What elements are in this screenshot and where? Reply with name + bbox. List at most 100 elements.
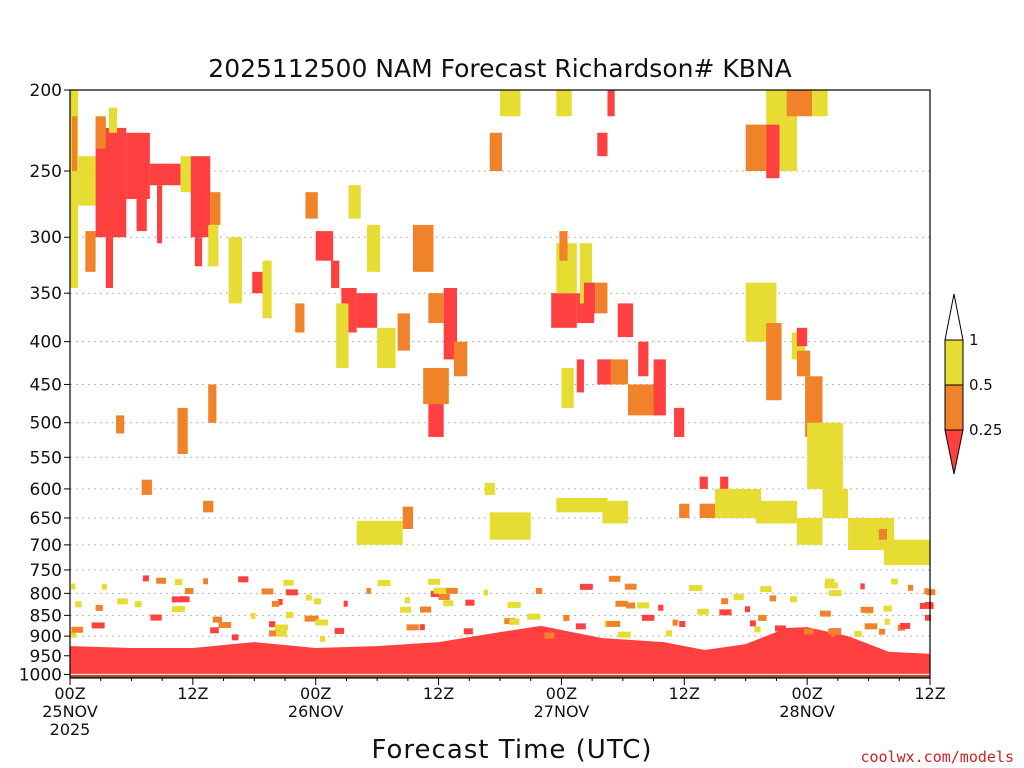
ri-cell bbox=[315, 231, 334, 261]
ri-cell bbox=[428, 404, 444, 437]
speck-cell bbox=[854, 630, 862, 637]
colorbar-bottom-arrow bbox=[944, 429, 964, 475]
ri-cell bbox=[366, 224, 381, 272]
speck-cell bbox=[305, 594, 312, 601]
speck-cell bbox=[184, 588, 194, 595]
ri-cell bbox=[638, 341, 649, 377]
ri-cell bbox=[180, 156, 191, 193]
speck-cell bbox=[275, 630, 287, 637]
speck-cell bbox=[443, 600, 454, 607]
ri-cell bbox=[377, 327, 396, 368]
speck-cell bbox=[438, 593, 450, 600]
speck-cell bbox=[95, 604, 103, 611]
speck-cell bbox=[721, 598, 729, 605]
y-tick-label: 750 bbox=[30, 561, 62, 581]
speck-cell bbox=[924, 588, 929, 595]
speck-cell bbox=[824, 578, 835, 585]
colorbar-label: 0.25 bbox=[969, 421, 1002, 439]
speck-cell bbox=[319, 635, 325, 642]
speck-cell bbox=[465, 599, 475, 606]
ri-cell bbox=[576, 359, 584, 393]
speck-cell bbox=[238, 576, 249, 583]
ri-cell bbox=[607, 90, 615, 117]
ri-cell bbox=[116, 415, 125, 434]
ri-cell bbox=[807, 422, 843, 489]
ri-cell bbox=[105, 237, 113, 288]
ri-cell bbox=[85, 231, 96, 272]
speck-cell bbox=[744, 606, 751, 613]
speck-cell bbox=[860, 606, 874, 613]
speck-cell bbox=[285, 612, 294, 619]
speck-cell bbox=[760, 586, 772, 593]
lower-layer-band bbox=[70, 625, 930, 675]
ri-cell bbox=[556, 497, 608, 513]
speck-cell bbox=[406, 624, 419, 631]
ri-cell bbox=[331, 260, 340, 288]
ri-cell bbox=[883, 539, 930, 566]
ri-cell bbox=[720, 476, 729, 489]
speck-cell bbox=[864, 623, 878, 630]
y-tick-label: 1000 bbox=[19, 665, 62, 685]
x-tick-label: 26NOV bbox=[288, 702, 344, 721]
speck-cell bbox=[774, 625, 786, 632]
y-tick-label: 650 bbox=[30, 509, 62, 529]
ri-cell bbox=[653, 359, 666, 416]
speck-cell bbox=[156, 577, 167, 584]
ri-cell bbox=[715, 488, 762, 518]
ri-cell bbox=[583, 282, 596, 314]
ri-cell bbox=[561, 367, 574, 408]
speck-cell bbox=[828, 628, 841, 635]
ri-cell bbox=[551, 293, 577, 328]
speck-cell bbox=[658, 604, 664, 611]
y-tick-label: 400 bbox=[30, 333, 62, 353]
x-tick-label: 00Z bbox=[546, 684, 577, 703]
ri-cell bbox=[610, 359, 628, 385]
speck-cell bbox=[733, 594, 744, 601]
ri-cell bbox=[674, 407, 685, 437]
credit-text[interactable]: coolwx.com/models bbox=[860, 748, 1014, 766]
speck-cell bbox=[924, 614, 931, 621]
ri-cell bbox=[210, 192, 221, 225]
ri-cell bbox=[796, 327, 808, 347]
speck-cell bbox=[274, 624, 288, 631]
speck-cell bbox=[527, 613, 541, 620]
speck-cell bbox=[400, 606, 412, 613]
ri-cell bbox=[453, 341, 468, 377]
speck-cell bbox=[803, 628, 814, 635]
x-tick-label: 00Z bbox=[54, 684, 85, 703]
x-tick-label: 00Z bbox=[791, 684, 822, 703]
ri-cell bbox=[402, 506, 413, 529]
ri-cell bbox=[423, 367, 449, 405]
x-tick-label: 25NOV bbox=[42, 702, 98, 721]
speck-cell bbox=[136, 600, 142, 607]
speck-cell bbox=[313, 598, 322, 605]
speck-cell bbox=[268, 621, 276, 628]
colorbar-label: 0.5 bbox=[969, 376, 993, 394]
speck-cell bbox=[446, 587, 458, 594]
ri-cell bbox=[617, 303, 634, 338]
speck-cell bbox=[117, 598, 128, 605]
speck-cell bbox=[507, 601, 521, 608]
speck-cell bbox=[75, 601, 82, 608]
ri-cell bbox=[597, 132, 608, 157]
speck-cell bbox=[777, 631, 792, 638]
speck-cell bbox=[637, 602, 649, 609]
ri-cell bbox=[484, 482, 495, 495]
speck-cell bbox=[754, 626, 761, 633]
ri-cell bbox=[348, 185, 361, 219]
x-axis-title: Forecast Time (UTC) bbox=[371, 735, 652, 765]
colorbar: 1 0.5 0.25 bbox=[944, 293, 1002, 475]
speck-cell bbox=[719, 609, 732, 616]
speck-cell bbox=[463, 628, 473, 635]
ri-cell bbox=[556, 90, 572, 117]
speck-cell bbox=[575, 623, 586, 630]
speck-cell bbox=[535, 588, 543, 595]
speck-cell bbox=[150, 614, 162, 621]
speck-cell bbox=[679, 621, 686, 628]
x-tick-label: 12Z bbox=[423, 684, 454, 703]
ri-cell bbox=[177, 407, 188, 454]
y-tick-label: 450 bbox=[30, 375, 62, 395]
speck-cell bbox=[891, 578, 898, 585]
ri-cell bbox=[141, 479, 152, 495]
ri-cell bbox=[336, 303, 349, 368]
